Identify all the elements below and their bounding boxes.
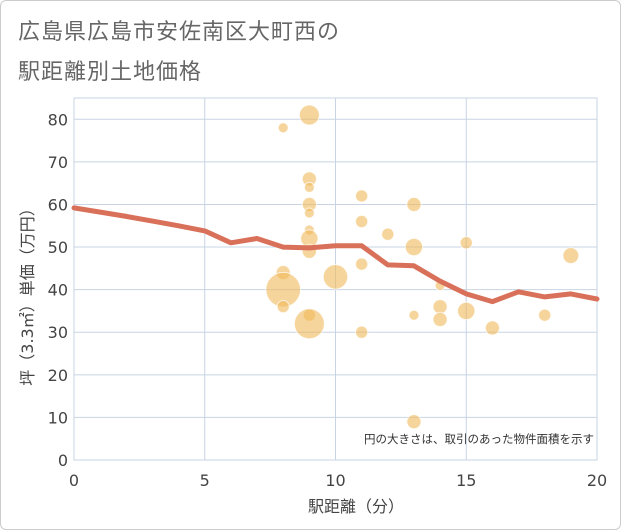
chart-title-line1: 広島県広島市安佐南区大町西の: [18, 20, 341, 45]
y-tick-label: 20: [48, 366, 68, 385]
bubble: [322, 264, 349, 290]
chart-title-line2: 駅距離別土地価格: [18, 60, 203, 85]
bubble: [457, 301, 476, 321]
x-axis-label: 駅距離（分）: [308, 497, 404, 516]
y-axis-label: 坪（3.3㎡）単価（万円）: [18, 200, 37, 385]
x-tick-label: 5: [200, 471, 210, 490]
bubble: [303, 207, 315, 219]
bubble: [404, 237, 424, 257]
tick-labels: 0 10 20 30 40 50 60 70 80 0 5 10 15 20: [48, 110, 608, 490]
y-tick-label: 60: [48, 195, 68, 214]
bubble: [277, 122, 289, 134]
bubble: [298, 104, 320, 126]
bubble: [406, 196, 422, 213]
bubble: [408, 309, 420, 321]
bubble: [432, 299, 448, 315]
y-tick-label: 30: [48, 323, 68, 342]
bubble: [406, 414, 422, 430]
grid-lines: [73, 97, 598, 461]
y-tick-label: 80: [48, 110, 68, 129]
bubble: [538, 308, 552, 322]
bubbles: [265, 104, 580, 430]
bubble: [432, 311, 448, 328]
x-tick-label: 10: [325, 471, 345, 490]
y-tick-label: 50: [48, 238, 68, 257]
trend-line: [71, 205, 600, 305]
bubble: [293, 308, 325, 340]
bubble: [355, 257, 369, 271]
y-tick-label: 10: [48, 408, 68, 427]
bubble: [355, 325, 369, 339]
bubble: [381, 227, 395, 241]
bubble: [355, 214, 369, 229]
y-tick-label: 40: [48, 281, 68, 300]
x-tick-label: 20: [587, 471, 607, 490]
bubble: [484, 320, 500, 336]
y-tick-label: 0: [58, 451, 68, 470]
x-tick-label: 15: [456, 471, 476, 490]
bubble: [276, 300, 290, 314]
bubble: [355, 189, 369, 203]
bubble: [562, 247, 580, 264]
y-tick-label: 70: [48, 153, 68, 172]
bubble: [459, 236, 473, 250]
bubble: [303, 181, 315, 193]
size-note: 円の大きさは、取引のあった物件面積を示す: [364, 432, 594, 446]
x-tick-label: 0: [69, 471, 79, 490]
